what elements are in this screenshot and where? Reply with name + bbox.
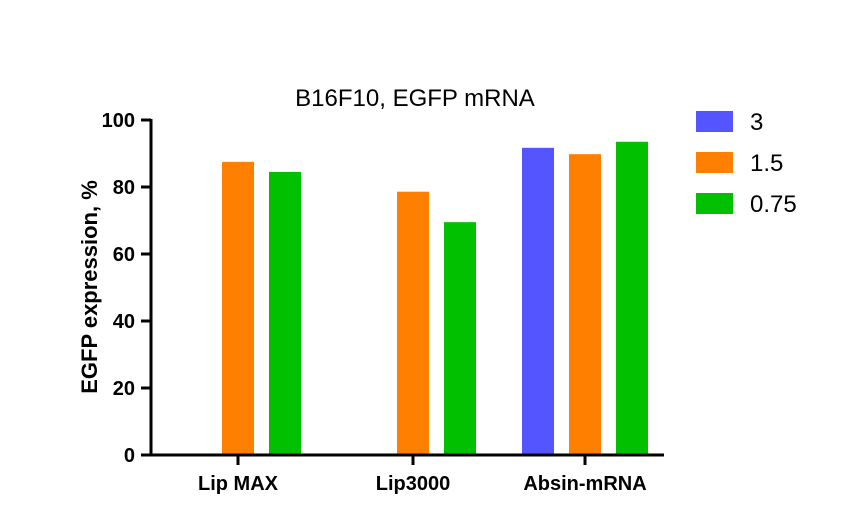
x-tick-label: Lip3000 <box>376 473 450 495</box>
bar <box>569 154 601 456</box>
legend-swatch <box>696 152 733 173</box>
legend-swatch <box>696 111 733 132</box>
x-tick-label: Absin-mRNA <box>523 473 646 495</box>
legend-label: 0.75 <box>750 191 797 218</box>
chart-title: B16F10, EGFP mRNA <box>295 85 535 112</box>
legend: 3 1.5 0.75 <box>696 109 797 218</box>
legend-swatch <box>696 193 733 214</box>
legend-label: 3 <box>750 109 763 136</box>
bar <box>616 141 648 455</box>
x-axis-ticks: Lip MAX Lip3000 Absin-mRNA <box>198 455 647 495</box>
y-tick-label: 20 <box>113 378 135 400</box>
bars-group <box>222 141 648 456</box>
bar <box>522 147 554 455</box>
bar <box>444 222 476 455</box>
bar <box>269 171 301 456</box>
y-tick-label: 40 <box>113 311 135 333</box>
legend-label: 1.5 <box>750 150 783 177</box>
y-tick-label: 100 <box>102 110 135 132</box>
y-axis-ticks: 0 20 40 60 80 100 <box>102 110 151 467</box>
y-tick-label: 80 <box>113 177 135 199</box>
y-axis-label: EGFP expression, % <box>77 180 102 394</box>
y-tick-label: 60 <box>113 244 135 266</box>
bar <box>222 161 254 455</box>
y-tick-label: 0 <box>124 445 135 467</box>
bar <box>397 191 429 455</box>
x-tick-label: Lip MAX <box>198 473 279 495</box>
